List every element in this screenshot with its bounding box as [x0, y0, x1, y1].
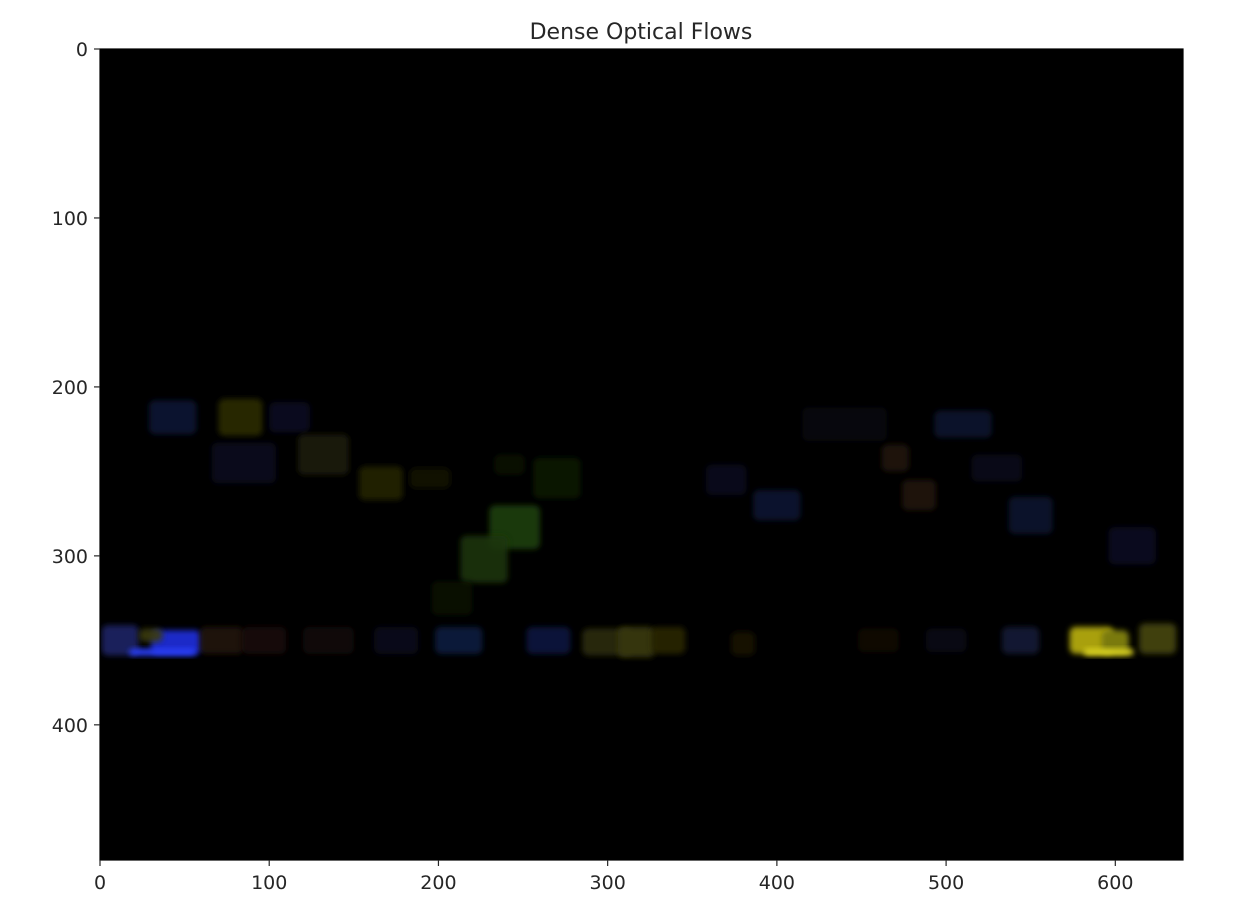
- flow-region: [1002, 627, 1039, 654]
- flow-region: [359, 466, 403, 500]
- flow-region: [435, 627, 482, 654]
- y-tick-label: 400: [52, 715, 88, 737]
- flow-region: [494, 455, 524, 475]
- chart-title: Dense Optical Flows: [530, 20, 753, 45]
- flow-region: [926, 629, 967, 653]
- flow-region: [652, 627, 686, 654]
- y-tick-label: 200: [52, 377, 88, 399]
- x-tick-label: 200: [420, 872, 456, 894]
- flow-region: [432, 581, 473, 615]
- flow-region: [802, 407, 887, 441]
- flow-region: [1139, 623, 1176, 653]
- flow-region: [526, 627, 570, 654]
- flow-region: [1009, 497, 1053, 534]
- flow-region: [533, 458, 580, 499]
- flow-region: [971, 455, 1022, 482]
- flow-region: [139, 629, 163, 643]
- x-tick-label: 600: [1097, 872, 1133, 894]
- x-tick-label: 100: [251, 872, 287, 894]
- flow-region: [618, 627, 655, 657]
- flow-region: [303, 627, 354, 654]
- x-tick-label: 400: [759, 872, 795, 894]
- x-tick-label: 500: [928, 872, 964, 894]
- flow-region: [858, 629, 899, 653]
- x-tick-label: 300: [590, 872, 626, 894]
- flow-region: [934, 411, 992, 438]
- flow-region: [1083, 649, 1134, 656]
- flow-region: [374, 627, 418, 654]
- flow-region: [882, 444, 909, 471]
- flow-region: [218, 399, 262, 436]
- flow-region: [298, 434, 349, 475]
- flow-region: [242, 627, 286, 654]
- flow-region: [1109, 527, 1156, 564]
- flow-region: [200, 627, 244, 654]
- flow-region: [212, 443, 276, 484]
- x-tick-label: 0: [94, 872, 106, 894]
- y-tick-label: 300: [52, 546, 88, 568]
- flow-region: [731, 632, 755, 656]
- flow-region: [410, 468, 451, 488]
- flow-region: [149, 400, 196, 434]
- flow-region: [753, 490, 800, 520]
- y-tick-label: 0: [76, 39, 88, 61]
- y-tick-label: 100: [52, 208, 88, 230]
- flow-region: [129, 649, 197, 656]
- y-axis: 0 100 200 300 400: [52, 39, 100, 737]
- flow-region: [269, 402, 310, 432]
- flow-region: [460, 536, 507, 583]
- x-axis: 0 100 200 300 400 500 600: [94, 860, 1133, 894]
- flow-region: [902, 480, 936, 510]
- flow-region: [706, 465, 747, 495]
